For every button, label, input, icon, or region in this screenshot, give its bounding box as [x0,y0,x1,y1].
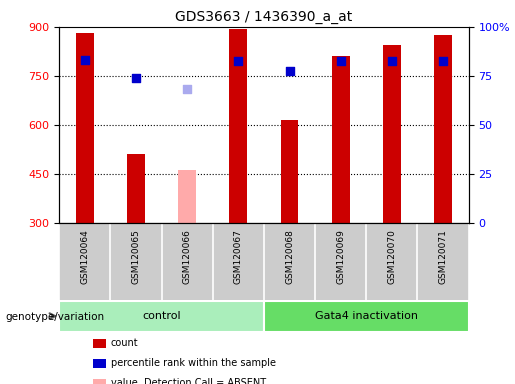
Bar [281,120,299,223]
Point [285,68,294,74]
Bar [59,301,264,332]
Bar [229,28,247,223]
Bar [434,35,452,223]
Point [234,58,243,64]
Text: control: control [142,311,181,321]
Text: GSM120070: GSM120070 [387,229,397,284]
Point [439,58,447,64]
Bar [178,170,196,223]
Text: GSM120069: GSM120069 [336,229,345,284]
Text: GSM120065: GSM120065 [131,229,141,284]
Text: value, Detection Call = ABSENT: value, Detection Call = ABSENT [111,378,266,384]
Text: genotype/variation: genotype/variation [5,312,104,322]
Point [337,58,345,64]
Title: GDS3663 / 1436390_a_at: GDS3663 / 1436390_a_at [175,10,353,25]
Text: count: count [111,338,139,348]
Bar [332,56,350,223]
Text: GSM120066: GSM120066 [183,229,192,284]
Bar [127,154,145,223]
Text: GSM120068: GSM120068 [285,229,294,284]
Point [81,56,89,63]
Point [388,58,396,64]
Bar [76,33,94,223]
Point [183,86,191,92]
Text: GSM120064: GSM120064 [80,229,89,284]
Text: GSM120071: GSM120071 [439,229,448,284]
Text: Gata4 inactivation: Gata4 inactivation [315,311,418,321]
Bar [264,301,469,332]
Text: GSM120067: GSM120067 [234,229,243,284]
Bar [383,45,401,223]
Point [132,75,140,81]
Text: percentile rank within the sample: percentile rank within the sample [111,358,276,368]
